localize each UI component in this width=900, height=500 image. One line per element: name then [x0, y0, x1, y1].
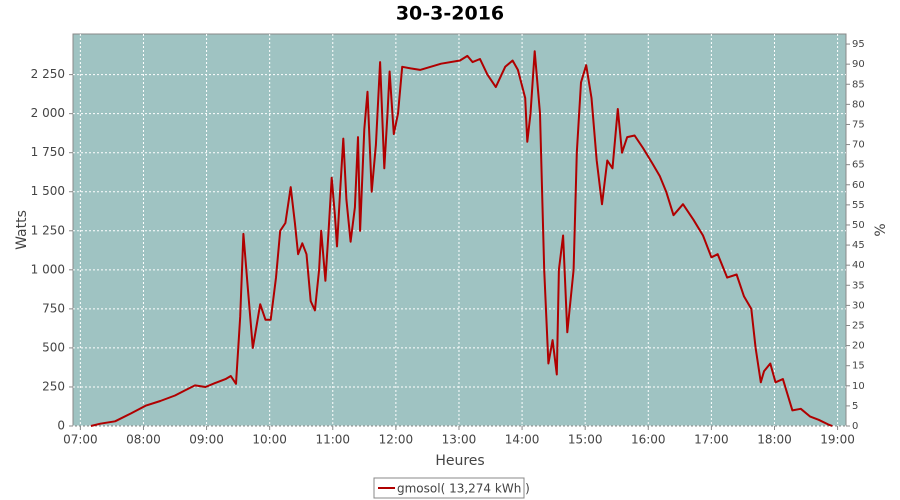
- legend-label: gmosol( 13,274 kWh ): [397, 482, 530, 496]
- y2-tick-label: 95: [852, 39, 865, 50]
- y-tick-label: 2 000: [31, 106, 65, 120]
- x-tick-label: 09:00: [189, 433, 224, 447]
- x-tick-label: 10:00: [252, 433, 287, 447]
- y2-tick-label: 55: [852, 200, 865, 211]
- y2-tick-label: 75: [852, 119, 865, 130]
- y2-tick-label: 60: [852, 180, 865, 191]
- x-tick-label: 11:00: [315, 433, 350, 447]
- x-axis-label: Heures: [435, 453, 484, 469]
- y-tick-label: 0: [57, 419, 65, 433]
- y-tick-label: 750: [42, 301, 65, 315]
- y2-tick-label: 15: [852, 361, 865, 372]
- y2-tick-label: 70: [852, 140, 865, 151]
- chart-title: 30-3-2016: [396, 3, 504, 25]
- y2-tick-label: 85: [852, 79, 865, 90]
- y2-tick-label: 25: [852, 320, 865, 331]
- x-tick-label: 18:00: [757, 433, 792, 447]
- y2-tick-label: 40: [852, 260, 865, 271]
- y2-tick-label: 50: [852, 220, 865, 231]
- y2-tick-label: 90: [852, 59, 865, 70]
- y2-tick-label: 0: [852, 421, 858, 432]
- y-tick-label: 1 250: [31, 223, 65, 237]
- x-tick-label: 16:00: [631, 433, 666, 447]
- x-tick-label: 14:00: [505, 433, 540, 447]
- x-tick-label: 08:00: [126, 433, 161, 447]
- x-tick-label: 07:00: [63, 433, 98, 447]
- y2-tick-label: 35: [852, 280, 865, 291]
- y2-tick-label: 45: [852, 240, 865, 251]
- y-tick-label: 1 500: [31, 184, 65, 198]
- y-tick-label: 1 750: [31, 145, 65, 159]
- line-series: [90, 50, 833, 427]
- x-tick-label: 13:00: [442, 433, 477, 447]
- x-tick-label: 15:00: [568, 433, 603, 447]
- y2-tick-label: 80: [852, 99, 865, 110]
- y2-tick-label: 10: [852, 381, 865, 392]
- y2-tick-label: 30: [852, 300, 865, 311]
- y-tick-label: 500: [42, 340, 65, 354]
- x-tick-label: 17:00: [694, 433, 729, 447]
- legend-box: [373, 477, 525, 499]
- y-tick-label: 250: [42, 379, 65, 393]
- y-axis-label: Watts: [14, 210, 30, 250]
- y-tick-label: 1 000: [31, 262, 65, 276]
- x-tick-label: 19:00: [820, 433, 855, 447]
- x-tick-label: 12:00: [379, 433, 414, 447]
- y2-tick-label: 20: [852, 341, 865, 352]
- y2-axis-label: %: [873, 223, 889, 236]
- y2-tick-label: 5: [852, 401, 858, 412]
- plot-area: [72, 33, 847, 427]
- y2-tick-label: 65: [852, 160, 865, 171]
- y-tick-label: 2 250: [31, 67, 65, 81]
